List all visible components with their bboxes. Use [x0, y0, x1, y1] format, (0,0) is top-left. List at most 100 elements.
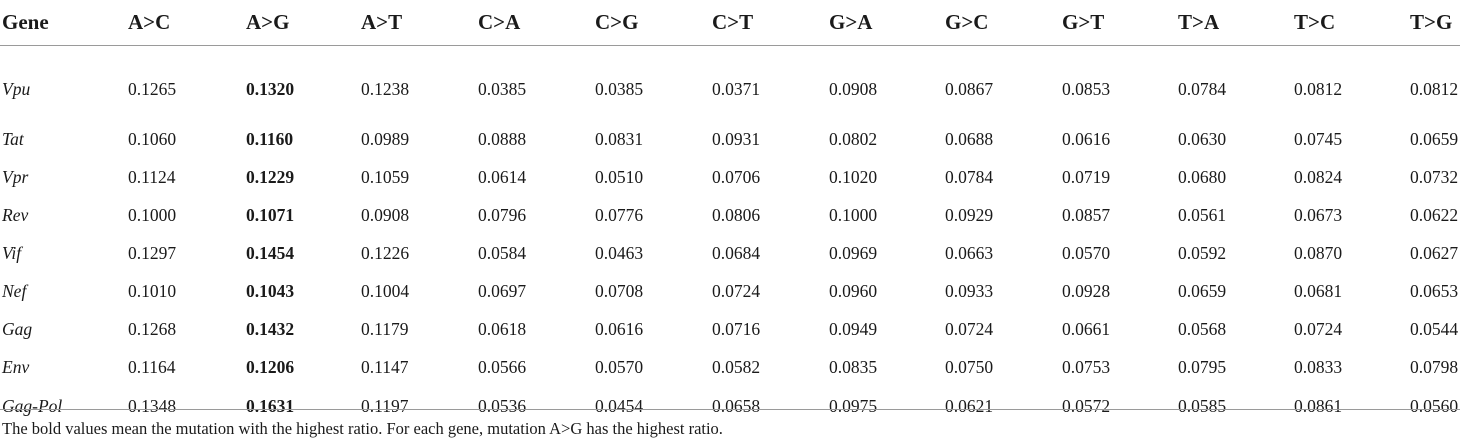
ratio-cell: 0.1000	[829, 204, 878, 225]
ratio-cell: 0.0784	[1178, 78, 1227, 99]
ratio-cell: 0.1043	[246, 280, 295, 301]
gene-name-cell: Vpr	[2, 166, 29, 187]
ratio-cell: 0.1020	[829, 166, 878, 187]
ratio-cell: 0.1631	[246, 395, 295, 416]
ratio-cell: 0.0622	[1410, 204, 1459, 225]
ratio-cell: 0.0796	[478, 204, 527, 225]
column-header-c-g: C>G	[595, 0, 712, 46]
ratio-cell: 0.1268	[128, 318, 177, 339]
gene-name-cell: Tat	[2, 128, 24, 149]
ratio-cell: 0.0560	[1410, 395, 1459, 416]
table-row: Env 0.1164 0.1206 0.1147 0.0566 0.0570 0.0582 0…	[0, 348, 1460, 386]
ratio-cell: 0.0928	[1062, 280, 1111, 301]
gene-name-cell: Gag	[2, 318, 33, 339]
column-header-t-a: T>A	[1178, 0, 1294, 46]
ratio-cell: 0.0616	[595, 318, 644, 339]
ratio-cell: 0.0861	[1294, 395, 1343, 416]
ratio-cell: 0.0853	[1062, 78, 1111, 99]
ratio-cell: 0.0627	[1410, 242, 1459, 263]
ratio-cell: 0.0706	[712, 166, 761, 187]
ratio-cell: 0.0719	[1062, 166, 1111, 187]
table-footnote: The bold values mean the mutation with t…	[2, 419, 723, 438]
ratio-cell: 0.1320	[246, 78, 295, 99]
ratio-cell: 0.0566	[478, 356, 527, 377]
ratio-cell: 0.0385	[595, 78, 644, 99]
column-header-a-c: A>C	[128, 0, 246, 46]
column-header-g-t: G>T	[1062, 0, 1178, 46]
ratio-cell: 0.0857	[1062, 204, 1111, 225]
ratio-cell: 0.0544	[1410, 318, 1459, 339]
ratio-cell: 0.0708	[595, 280, 644, 301]
ratio-cell: 0.0536	[478, 395, 527, 416]
ratio-cell: 0.0385	[478, 78, 527, 99]
ratio-cell: 0.0870	[1294, 242, 1343, 263]
ratio-cell: 0.0716	[712, 318, 761, 339]
ratio-cell: 0.0684	[712, 242, 761, 263]
table-row: Gag-Pol 0.1348 0.1631 0.1197 0.0536 0.0454 0.0…	[0, 386, 1460, 434]
table-header-row: Gene A>C A>G A>T C>A C>G C>T G>A G>C G>T…	[0, 0, 1460, 46]
gene-name-cell: Env	[2, 356, 30, 377]
ratio-cell: 0.0659	[1178, 280, 1227, 301]
ratio-cell: 0.0732	[1410, 166, 1459, 187]
ratio-cell: 0.0812	[1410, 78, 1459, 99]
ratio-cell: 0.1432	[246, 318, 295, 339]
column-header-g-c: G>C	[945, 0, 1062, 46]
table-row: Gag 0.1268 0.1432 0.1179 0.0618 0.0616 0.0716 0…	[0, 310, 1460, 348]
column-header-t-g: T>G	[1410, 0, 1460, 46]
column-header-a-t: A>T	[361, 0, 478, 46]
ratio-cell: 0.1454	[246, 242, 295, 263]
gene-name-cell: Gag-Pol	[2, 395, 63, 416]
ratio-cell: 0.0969	[829, 242, 878, 263]
ratio-cell: 0.1164	[128, 356, 176, 377]
column-header-c-a: C>A	[478, 0, 595, 46]
ratio-cell: 0.1348	[128, 395, 177, 416]
ratio-cell: 0.0585	[1178, 395, 1227, 416]
ratio-cell: 0.0688	[945, 128, 994, 149]
ratio-cell: 0.1004	[361, 280, 410, 301]
ratio-cell: 0.1238	[361, 78, 410, 99]
ratio-cell: 0.0568	[1178, 318, 1227, 339]
ratio-cell: 0.0798	[1410, 356, 1459, 377]
ratio-cell: 0.0454	[595, 395, 644, 416]
ratio-cell: 0.0867	[945, 78, 994, 99]
ratio-cell: 0.0975	[829, 395, 878, 416]
ratio-cell: 0.0570	[1062, 242, 1111, 263]
ratio-cell: 0.0831	[595, 128, 644, 149]
ratio-cell: 0.0724	[712, 280, 761, 301]
ratio-cell: 0.0681	[1294, 280, 1343, 301]
ratio-cell: 0.0833	[1294, 356, 1343, 377]
ratio-cell: 0.1059	[361, 166, 410, 187]
table-row: Tat 0.1060 0.1160 0.0989 0.0888 0.0831 0.0931 0…	[0, 120, 1460, 158]
ratio-cell: 0.0673	[1294, 204, 1343, 225]
ratio-cell: 0.1147	[361, 356, 409, 377]
ratio-cell: 0.0933	[945, 280, 994, 301]
ratio-cell: 0.0908	[361, 204, 410, 225]
ratio-cell: 0.0812	[1294, 78, 1343, 99]
ratio-cell: 0.0592	[1178, 242, 1227, 263]
ratio-cell: 0.0463	[595, 242, 644, 263]
ratio-cell: 0.0661	[1062, 318, 1111, 339]
ratio-cell: 0.0908	[829, 78, 878, 99]
ratio-cell: 0.0584	[478, 242, 527, 263]
column-header-t-c: T>C	[1294, 0, 1410, 46]
gene-name-cell: Vif	[2, 242, 22, 263]
column-header-c-t: C>T	[712, 0, 829, 46]
ratio-cell: 0.0561	[1178, 204, 1227, 225]
column-header-g-a: G>A	[829, 0, 945, 46]
mutation-ratio-table-container: Gene A>C A>G A>T C>A C>G C>T G>A G>C G>T…	[0, 0, 1460, 434]
table-bottom-rule	[0, 409, 1460, 410]
column-header-a-g: A>G	[246, 0, 361, 46]
ratio-cell: 0.0724	[945, 318, 994, 339]
ratio-cell: 0.0510	[595, 166, 644, 187]
ratio-cell: 0.0724	[1294, 318, 1343, 339]
ratio-cell: 0.1206	[246, 356, 295, 377]
ratio-cell: 0.0621	[945, 395, 994, 416]
ratio-cell: 0.1124	[128, 166, 176, 187]
ratio-cell: 0.0960	[829, 280, 878, 301]
ratio-cell: 0.0371	[712, 78, 761, 99]
ratio-cell: 0.0570	[595, 356, 644, 377]
gene-name-cell: Vpu	[2, 78, 31, 99]
ratio-cell: 0.1160	[246, 128, 294, 149]
ratio-cell: 0.0582	[712, 356, 761, 377]
ratio-cell: 0.0658	[712, 395, 761, 416]
